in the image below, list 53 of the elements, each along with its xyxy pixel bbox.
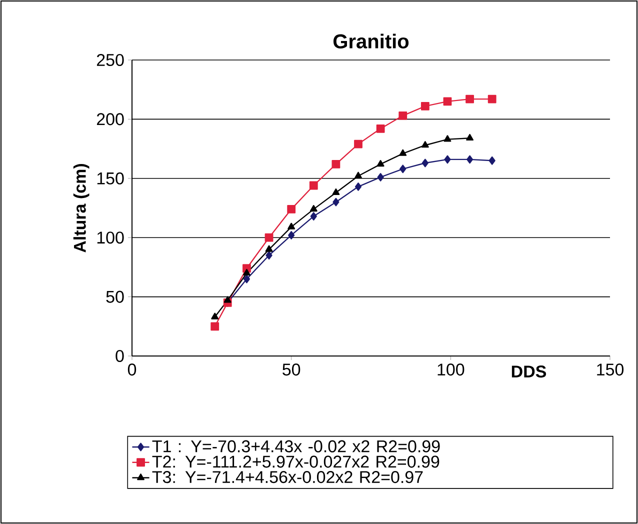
point (466, 94, 474, 104)
legend-label: T3: Y=-71.4+4.56x-0.02x2 R2=0.97 (152, 471, 423, 484)
point (377, 173, 384, 182)
point (354, 172, 362, 178)
x-tick-label: 50 (282, 364, 300, 376)
legend-label: T1 : Y=-70.3+4.43x -0.02 x2 R2=0.99 (152, 440, 440, 452)
y-axis-title: Altura (cm) (73, 164, 90, 252)
point (376, 160, 384, 167)
point (354, 182, 362, 191)
x-axis-title: DDS (512, 366, 546, 378)
point (466, 134, 474, 141)
point (266, 251, 272, 260)
point (398, 111, 408, 120)
point (309, 181, 318, 190)
point (310, 212, 317, 220)
y-tick-label: 200 (96, 113, 124, 126)
point (444, 135, 452, 142)
x-tick-label: 150 (597, 364, 624, 376)
y-tick-label: 250 (96, 54, 124, 66)
point (288, 231, 295, 240)
point (332, 198, 340, 206)
point (488, 94, 496, 104)
point (310, 204, 318, 212)
point (444, 155, 451, 164)
point (420, 102, 430, 110)
point (243, 268, 250, 276)
x-tick-label: 0 (128, 364, 136, 376)
point (243, 274, 250, 284)
point (332, 188, 340, 195)
point (211, 312, 219, 320)
point (265, 245, 273, 252)
point (376, 124, 385, 133)
x-tick-label: 100 (438, 364, 464, 376)
y-tick-label: 50 (106, 290, 124, 303)
point (422, 158, 428, 168)
point (354, 140, 362, 148)
point (421, 141, 429, 148)
point (224, 296, 232, 303)
point (287, 204, 296, 214)
point (210, 322, 220, 331)
point (264, 233, 274, 242)
point (466, 155, 474, 164)
point (288, 222, 296, 230)
point (332, 160, 340, 168)
point (399, 149, 407, 156)
point (400, 164, 406, 174)
legend-label: T2: Y=-111.2+5.97x-0.027x2 R2=0.99 (152, 456, 440, 468)
y-tick-label: 0 (116, 350, 124, 362)
point (488, 156, 496, 165)
y-tick-label: 100 (97, 232, 124, 244)
y-tick-label: 150 (97, 172, 124, 184)
point (443, 97, 452, 106)
chart-title: Granitio (333, 34, 409, 48)
